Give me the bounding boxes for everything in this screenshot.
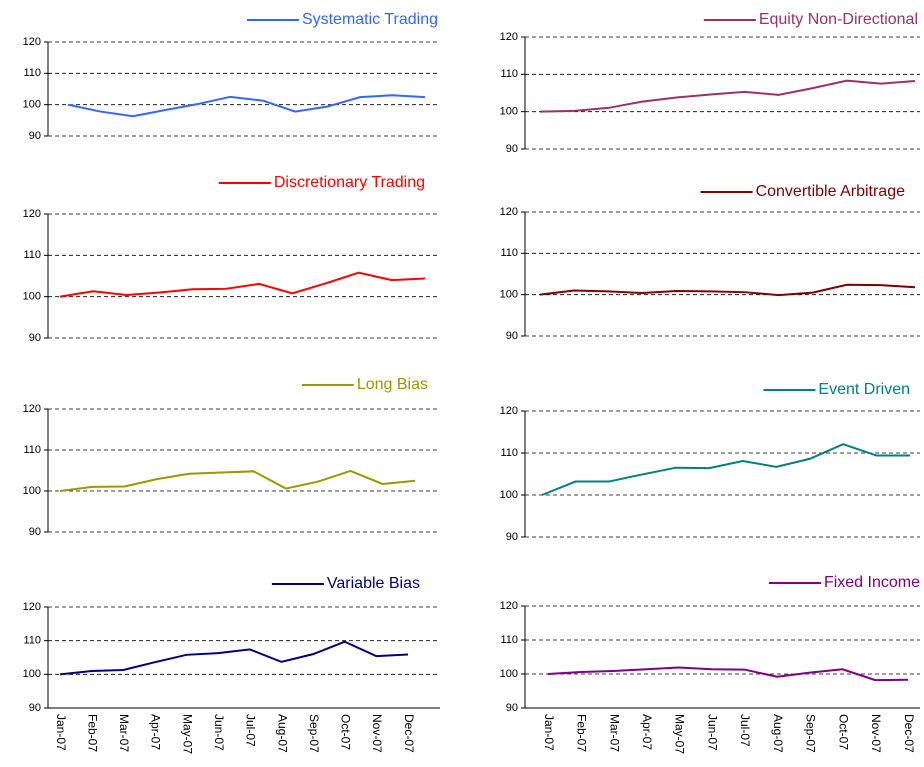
chart-panel: 90 100 110 120 Discretionary Trading — [23, 174, 440, 344]
y-tick-label: 120 — [500, 31, 518, 43]
y-tick-label: 100 — [500, 668, 518, 680]
y-tick-label: 90 — [29, 332, 41, 344]
legend-label: Variable Bias — [327, 575, 420, 592]
y-tick-label: 120 — [500, 600, 518, 612]
y-tick-label: 120 — [500, 206, 518, 218]
y-tick-label: 110 — [500, 447, 518, 459]
x-tick-label: May-07 — [180, 714, 194, 754]
x-tick-label: Dec-07 — [402, 714, 416, 753]
x-tick-label: Jul-07 — [738, 714, 752, 747]
chart-panel: 90 100 110 120 Jan-07 Feb-07 Mar-07 Apr-07 May-0… — [23, 575, 440, 754]
x-tick-label: Jan-07 — [542, 714, 556, 751]
y-tick-label: 90 — [29, 130, 41, 142]
legend-label: Fixed Income — [824, 574, 920, 591]
x-tick-label: Sep-07 — [307, 714, 321, 753]
x-tick-label: Dec-07 — [902, 714, 916, 753]
legend-label: Convertible Arbitrage — [756, 183, 906, 200]
y-tick-label: 110 — [23, 67, 41, 79]
y-tick-label: 120 — [23, 208, 41, 220]
y-tick-label: 110 — [500, 68, 518, 80]
chart-panel: 90 100 110 120 Jan-07 Feb-07 Mar-07 Apr-07 May-0… — [500, 574, 920, 754]
data-line — [539, 79, 916, 113]
y-tick-label: 90 — [506, 143, 518, 155]
data-line — [67, 94, 426, 118]
x-tick-label: Mar-07 — [117, 714, 131, 752]
chart-panel: 90 100 110 120 Equity Non-Directional — [500, 11, 920, 155]
y-tick-label: 90 — [506, 702, 518, 714]
y-tick-label: 90 — [506, 330, 518, 342]
x-tick-label: Feb-07 — [85, 714, 99, 752]
y-tick-label: 100 — [500, 289, 518, 301]
x-tick-label: Apr-07 — [149, 714, 163, 750]
y-tick-label: 110 — [500, 247, 518, 259]
x-tick-label: May-07 — [673, 714, 687, 754]
chart-panel: 90 100 110 120 Systematic Trading — [23, 11, 440, 142]
x-tick-label: Jul-07 — [244, 714, 258, 747]
y-tick-label: 120 — [23, 601, 41, 613]
legend-label: Systematic Trading — [302, 11, 438, 28]
data-line — [59, 271, 426, 298]
x-tick-label: Nov-07 — [370, 714, 384, 753]
legend-label: Equity Non-Directional — [759, 11, 918, 28]
y-tick-label: 110 — [23, 444, 41, 456]
x-tick-label: Nov-07 — [869, 714, 883, 753]
data-line — [539, 283, 916, 297]
x-tick-label: Aug-07 — [771, 714, 785, 753]
chart-panel: 90 100 110 120 Long Bias — [23, 376, 440, 538]
y-tick-label: 110 — [23, 635, 41, 647]
data-line — [547, 666, 909, 682]
y-tick-label: 100 — [23, 485, 41, 497]
legend-label: Discretionary Trading — [274, 174, 425, 191]
y-tick-label: 110 — [23, 249, 41, 261]
chart-panel: 90 100 110 120 Event Driven — [500, 381, 920, 543]
x-tick-label: Oct-07 — [836, 714, 850, 750]
legend-label: Long Bias — [357, 376, 428, 393]
y-tick-label: 120 — [23, 36, 41, 48]
y-tick-label: 120 — [23, 403, 41, 415]
data-line — [59, 640, 409, 676]
y-tick-label: 100 — [500, 489, 518, 501]
y-tick-label: 110 — [500, 634, 518, 646]
x-tick-label: Sep-07 — [804, 714, 818, 753]
x-tick-label: Mar-07 — [607, 714, 621, 752]
data-line — [59, 469, 416, 492]
x-tick-label: Apr-07 — [640, 714, 654, 750]
y-tick-label: 120 — [500, 405, 518, 417]
y-tick-label: 100 — [23, 668, 41, 680]
legend-label: Event Driven — [818, 381, 910, 398]
data-line — [541, 443, 910, 496]
y-tick-label: 100 — [23, 291, 41, 303]
y-tick-label: 90 — [29, 702, 41, 714]
y-tick-label: 100 — [23, 99, 41, 111]
x-tick-label: Jun-07 — [212, 714, 226, 751]
x-tick-label: Jan-07 — [54, 714, 68, 751]
y-tick-label: 90 — [506, 531, 518, 543]
x-tick-label: Feb-07 — [575, 714, 589, 752]
chart-panel: 90 100 110 120 Convertible Arbitrage — [500, 183, 920, 342]
x-tick-label: Oct-07 — [339, 714, 353, 750]
x-tick-label: Aug-07 — [275, 714, 289, 753]
x-tick-label: Jun-07 — [705, 714, 719, 751]
y-tick-label: 90 — [29, 526, 41, 538]
y-tick-label: 100 — [500, 106, 518, 118]
